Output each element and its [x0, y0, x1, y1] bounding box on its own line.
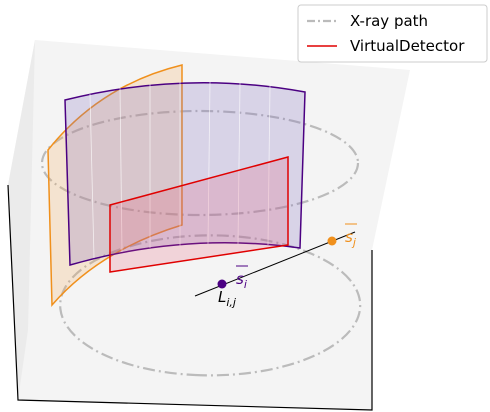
label-base: s	[345, 228, 353, 246]
scene: sj si Li,j X-ray path VirtualDetector	[0, 0, 490, 412]
label-sub: i	[244, 278, 247, 291]
legend-label: VirtualDetector	[350, 37, 465, 55]
legend-label: X-ray path	[350, 12, 428, 30]
label-base: L	[218, 288, 226, 306]
label-base: s	[236, 270, 244, 288]
label-sub: i,j	[226, 296, 237, 309]
source-j	[328, 237, 337, 246]
